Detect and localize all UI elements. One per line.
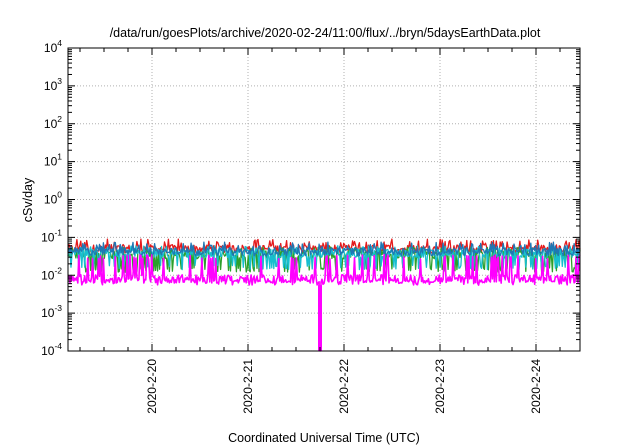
x-tick-label: 2020-2-23 [433, 359, 447, 414]
series-line-5 [67, 253, 581, 352]
series-line-4 [67, 241, 581, 257]
x-tick-label: 2020-2-21 [241, 359, 255, 414]
y-tick-label: 10-3 [41, 303, 62, 320]
y-tick-label: 10-4 [41, 341, 62, 358]
y-tick-label: 102 [44, 114, 62, 131]
y-tick-label: 100 [44, 190, 62, 207]
x-tick-label: 2020-2-24 [529, 359, 543, 414]
y-axis-label: cSv/day [21, 177, 35, 222]
y-tick-label: 103 [44, 76, 62, 93]
x-axis-label: Coordinated Universal Time (UTC) [228, 431, 420, 445]
y-tick-label: 10-1 [41, 227, 62, 244]
x-tick-label: 2020-2-22 [337, 359, 351, 414]
y-tick-label: 104 [44, 38, 62, 55]
y-tick-label: 101 [44, 152, 62, 169]
chart-title: /data/run/goesPlots/archive/2020-02-24/1… [110, 26, 541, 40]
y-tick-label: 10-2 [41, 265, 62, 282]
x-tick-label: 2020-2-20 [145, 359, 159, 414]
